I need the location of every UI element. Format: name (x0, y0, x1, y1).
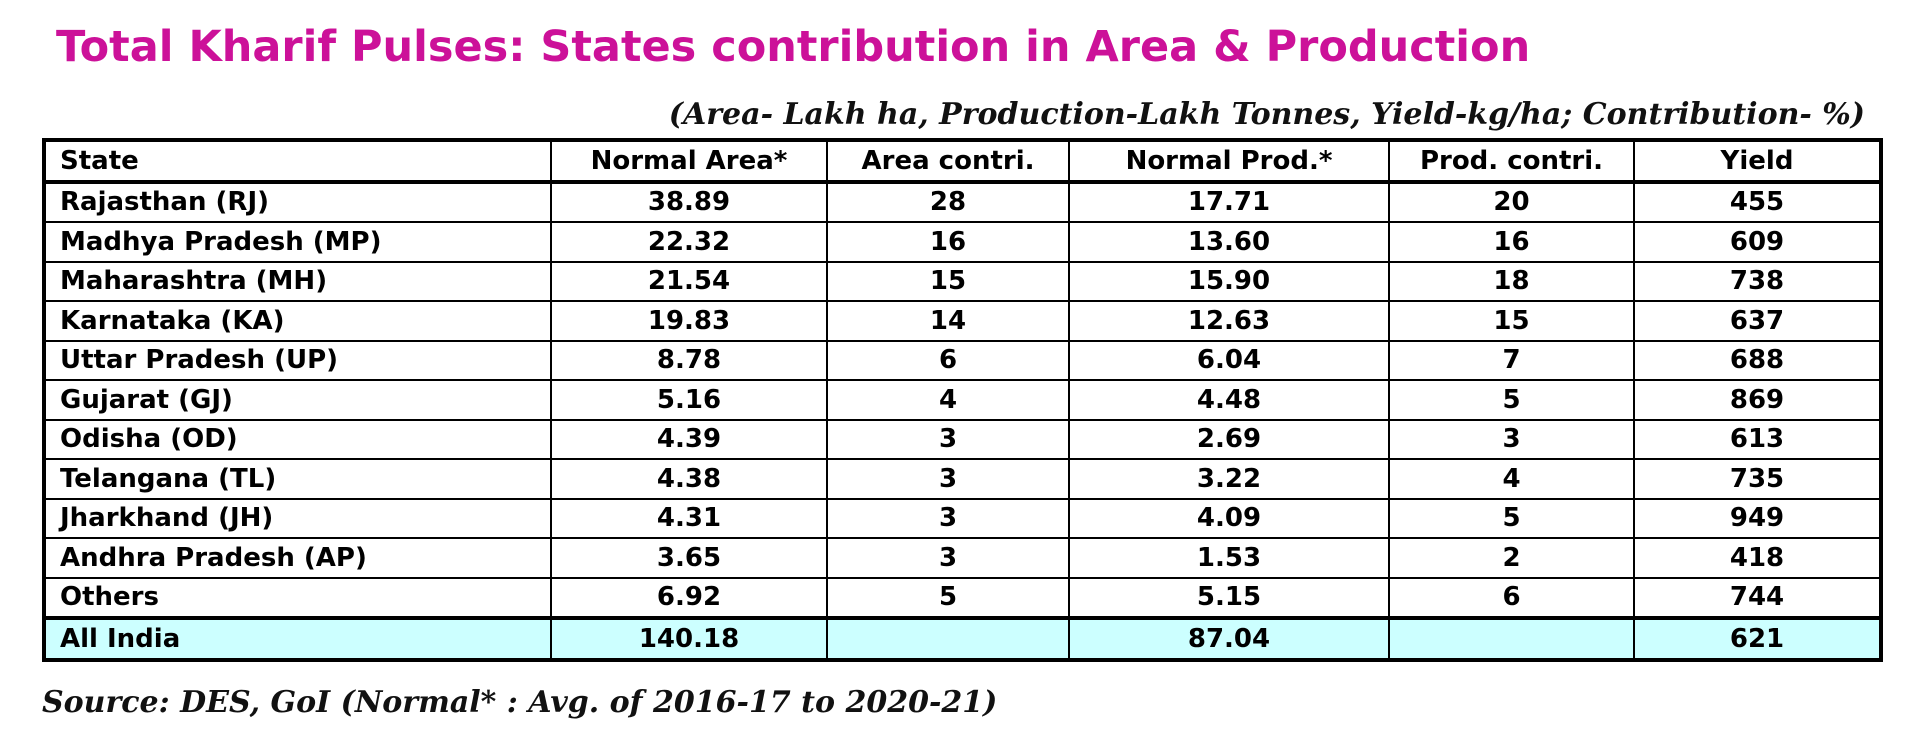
value-cell: 4 (1388, 458, 1635, 500)
value-cell: 17.71 (1068, 180, 1390, 223)
header-cell: Normal Area* (550, 139, 828, 184)
state-cell: Madhya Pradesh (MP) (43, 221, 552, 263)
table-row: Gujarat (GJ) 5.16 4 4.48 5 869 (43, 379, 1882, 421)
value-cell: 4.31 (550, 497, 828, 539)
value-cell: 4.48 (1068, 379, 1390, 421)
value-cell: 22.32 (550, 221, 828, 263)
value-cell: 28 (826, 180, 1070, 223)
table-row: Uttar Pradesh (UP) 8.78 6 6.04 7 688 (43, 339, 1882, 381)
value-cell: 738 (1633, 260, 1882, 302)
state-cell: Maharashtra (MH) (43, 260, 552, 302)
state-cell: Others (43, 576, 552, 619)
value-cell: 744 (1633, 576, 1882, 619)
value-cell: 5 (1388, 497, 1635, 539)
table-row: Rajasthan (RJ) 38.89 28 17.71 20 455 (43, 180, 1882, 223)
value-cell: 21.54 (550, 260, 828, 302)
value-cell: 4.09 (1068, 497, 1390, 539)
state-cell: Karnataka (KA) (43, 300, 552, 342)
value-cell: 735 (1633, 458, 1882, 500)
value-cell: 5 (1388, 379, 1635, 421)
total-row: All India 140.18 87.04 621 (43, 616, 1882, 661)
value-cell: 7 (1388, 339, 1635, 381)
header-cell: Prod. contri. (1388, 139, 1635, 184)
value-cell: 15.90 (1068, 260, 1390, 302)
value-cell: 18 (1388, 260, 1635, 302)
value-cell: 20 (1388, 180, 1635, 223)
value-cell: 5.15 (1068, 576, 1390, 619)
state-cell: Telangana (TL) (43, 458, 552, 500)
value-cell: 3.22 (1068, 458, 1390, 500)
value-cell: 688 (1633, 339, 1882, 381)
value-cell: 5 (826, 576, 1070, 619)
header-cell: State (43, 139, 552, 184)
state-cell: Gujarat (GJ) (43, 379, 552, 421)
value-cell: 455 (1633, 180, 1882, 223)
value-cell: 6.04 (1068, 339, 1390, 381)
value-cell: 87.04 (1068, 616, 1390, 661)
value-cell: 3.65 (550, 537, 828, 579)
page-title: Total Kharif Pulses: States contribution… (56, 22, 1531, 72)
value-cell (826, 616, 1070, 661)
value-cell: 19.83 (550, 300, 828, 342)
source-note: Source: DES, GoI (Normal* : Avg. of 2016… (42, 685, 998, 720)
state-cell: Uttar Pradesh (UP) (43, 339, 552, 381)
value-cell: 3 (826, 497, 1070, 539)
header-cell: Normal Prod.* (1068, 139, 1390, 184)
value-cell: 14 (826, 300, 1070, 342)
value-cell: 15 (1388, 300, 1635, 342)
table-header-row: State Normal Area* Area contri. Normal P… (43, 139, 1882, 184)
value-cell: 613 (1633, 418, 1882, 460)
table-row: Maharashtra (MH) 21.54 15 15.90 18 738 (43, 260, 1882, 302)
value-cell: 3 (1388, 418, 1635, 460)
value-cell: 6 (1388, 576, 1635, 619)
value-cell: 8.78 (550, 339, 828, 381)
state-cell: Andhra Pradesh (AP) (43, 537, 552, 579)
value-cell: 637 (1633, 300, 1882, 342)
table-row: Madhya Pradesh (MP) 22.32 16 13.60 16 609 (43, 221, 1882, 263)
data-table: State Normal Area* Area contri. Normal P… (42, 138, 1883, 662)
value-cell: 13.60 (1068, 221, 1390, 263)
value-cell: 3 (826, 418, 1070, 460)
state-cell: Odisha (OD) (43, 418, 552, 460)
header-cell: Yield (1633, 139, 1882, 184)
value-cell: 12.63 (1068, 300, 1390, 342)
value-cell: 38.89 (550, 180, 828, 223)
table-row: Odisha (OD) 4.39 3 2.69 3 613 (43, 418, 1882, 460)
value-cell: 869 (1633, 379, 1882, 421)
table-row: Jharkhand (JH) 4.31 3 4.09 5 949 (43, 497, 1882, 539)
value-cell: 5.16 (550, 379, 828, 421)
value-cell: 3 (826, 537, 1070, 579)
value-cell: 4.38 (550, 458, 828, 500)
header-cell: Area contri. (826, 139, 1070, 184)
value-cell: 418 (1633, 537, 1882, 579)
units-note: (Area- Lakh ha, Production-Lakh Tonnes, … (668, 97, 1865, 132)
value-cell: 3 (826, 458, 1070, 500)
value-cell (1388, 616, 1635, 661)
value-cell: 16 (826, 221, 1070, 263)
value-cell: 2 (1388, 537, 1635, 579)
state-cell: All India (43, 616, 552, 661)
value-cell: 949 (1633, 497, 1882, 539)
value-cell: 6 (826, 339, 1070, 381)
value-cell: 6.92 (550, 576, 828, 619)
value-cell: 140.18 (550, 616, 828, 661)
table-row: Andhra Pradesh (AP) 3.65 3 1.53 2 418 (43, 537, 1882, 579)
value-cell: 15 (826, 260, 1070, 302)
state-cell: Jharkhand (JH) (43, 497, 552, 539)
value-cell: 621 (1633, 616, 1882, 661)
table-row: Others 6.92 5 5.15 6 744 (43, 576, 1882, 619)
value-cell: 16 (1388, 221, 1635, 263)
value-cell: 1.53 (1068, 537, 1390, 579)
value-cell: 609 (1633, 221, 1882, 263)
value-cell: 2.69 (1068, 418, 1390, 460)
value-cell: 4 (826, 379, 1070, 421)
table-row: Karnataka (KA) 19.83 14 12.63 15 637 (43, 300, 1882, 342)
table-body: State Normal Area* Area contri. Normal P… (43, 139, 1882, 661)
table-row: Telangana (TL) 4.38 3 3.22 4 735 (43, 458, 1882, 500)
state-cell: Rajasthan (RJ) (43, 180, 552, 223)
value-cell: 4.39 (550, 418, 828, 460)
